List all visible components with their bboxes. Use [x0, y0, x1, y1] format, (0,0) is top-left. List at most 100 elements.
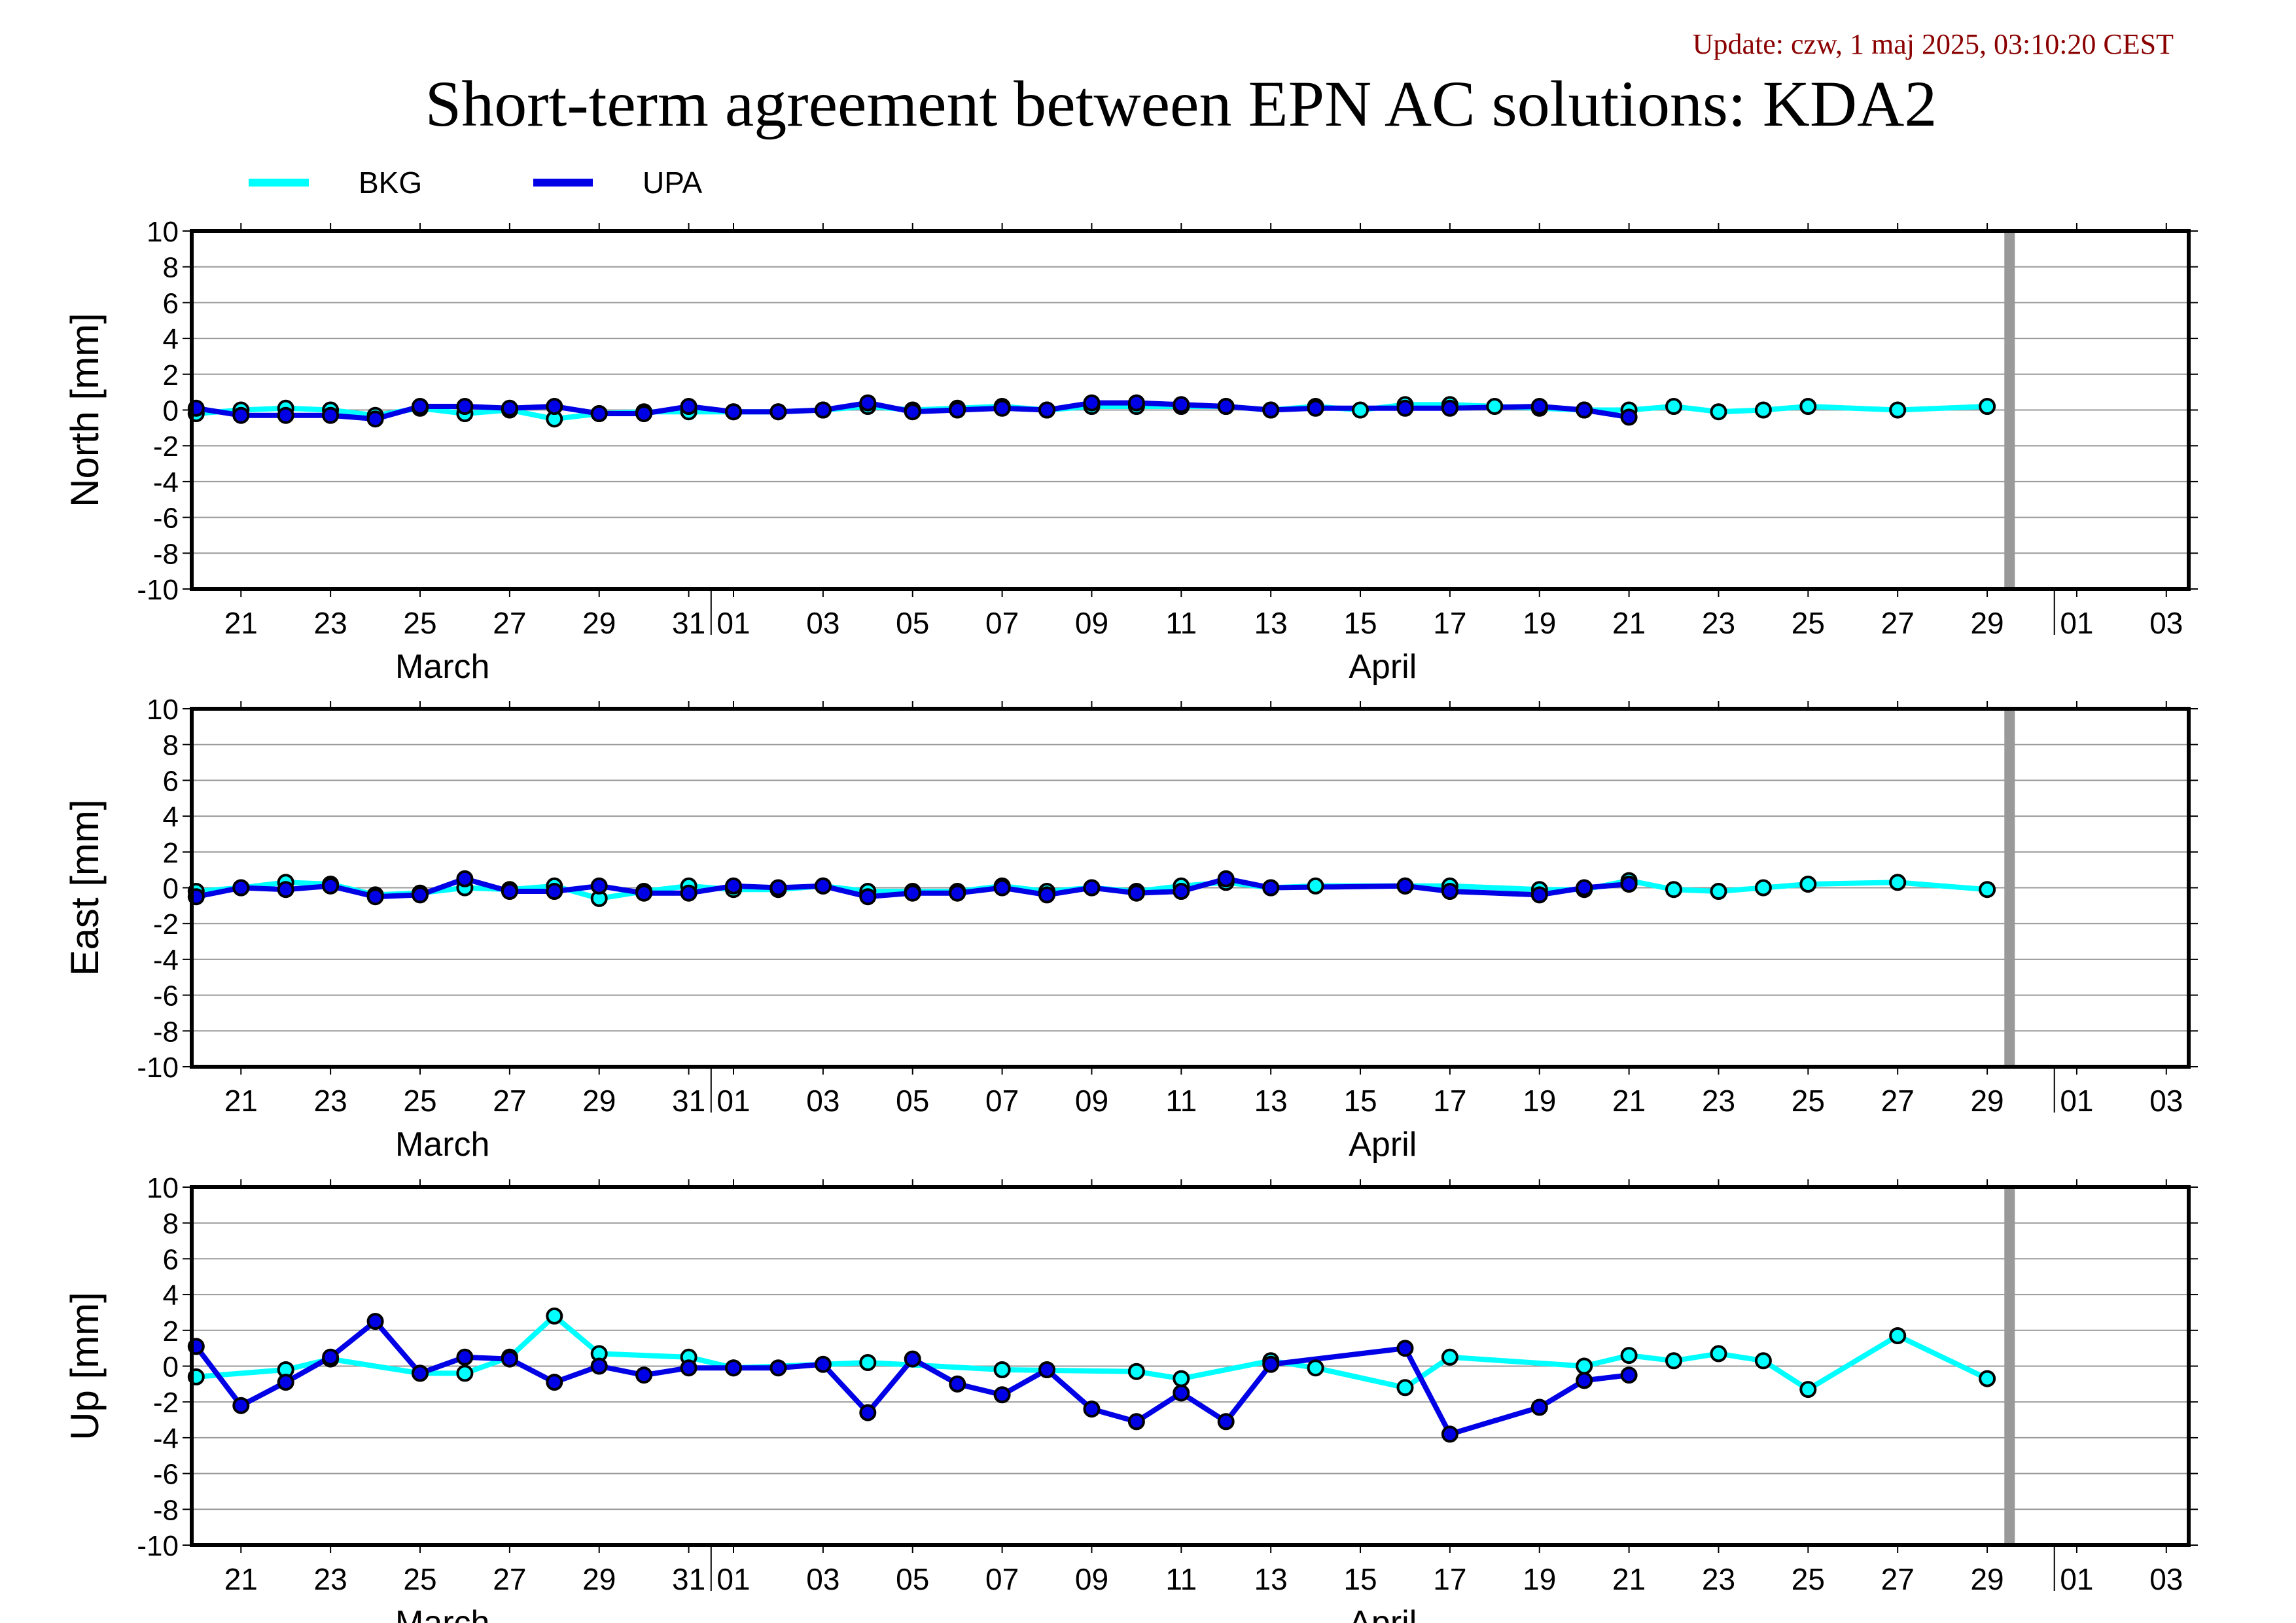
data-point-upa — [949, 884, 966, 902]
data-point-bkg — [1799, 398, 1817, 415]
data-point-upa — [859, 1404, 877, 1421]
panel-east: 10 86 4 2 0-2 -4 -6 -8 -10 East [mm] 21 23 25 27 29 31 0… — [63, 694, 2198, 1164]
data-point-upa — [904, 403, 921, 421]
y-tick-label: -10 — [137, 1530, 179, 1562]
data-point-bkg — [1710, 883, 1727, 900]
update-timestamp: Update: czw, 1 maj 2025, 03:10:20 CEST — [1693, 28, 2174, 60]
data-point-upa — [635, 884, 653, 902]
data-point-upa — [1083, 1400, 1101, 1418]
data-point-upa — [1262, 879, 1280, 897]
data-point-upa — [1083, 394, 1101, 412]
data-point-bkg — [1486, 398, 1504, 415]
data-point-bkg — [1127, 1363, 1145, 1380]
x-tick-label: 01 — [2060, 606, 2093, 640]
data-point-upa — [1262, 1355, 1280, 1373]
data-point-upa — [949, 1375, 966, 1393]
data-point-bkg — [1665, 881, 1682, 899]
data-point-upa — [590, 405, 608, 422]
data-point-upa — [412, 1364, 429, 1382]
x-tick-label: 07 — [985, 1562, 1019, 1596]
data-point-bkg — [546, 1307, 563, 1325]
data-point-upa — [1038, 1361, 1055, 1378]
data-point-upa — [546, 883, 563, 900]
y-tick-label: 2 — [163, 359, 179, 391]
y-tick-label: 4 — [163, 323, 179, 355]
x-tick-label: 09 — [1075, 1562, 1108, 1596]
data-point-bkg — [993, 1361, 1011, 1378]
data-point-upa — [769, 879, 787, 897]
month-label: April — [1349, 1604, 1417, 1623]
x-tick-label: 29 — [1970, 1084, 2004, 1118]
x-tick-label: 19 — [1523, 1084, 1556, 1118]
y-tick-label: -10 — [137, 1052, 179, 1084]
x-tick-label: 07 — [985, 606, 1019, 640]
data-point-upa — [680, 1359, 698, 1377]
y-tick-label: -2 — [153, 1387, 179, 1419]
panel-north: 10 86 4 2 0 -2 -4 -6-8 -10 North [mm] 21 23 25 27 29 31… — [63, 216, 2198, 686]
legend-bkg-label: BKG — [359, 166, 422, 200]
data-point-bkg — [1441, 1348, 1458, 1366]
y-tick-label: 6 — [163, 1243, 179, 1275]
data-point-upa — [904, 884, 921, 902]
x-tick-label: 03 — [806, 1084, 839, 1118]
chart-title: Short-term agreement between EPN AC solu… — [425, 67, 1937, 140]
data-point-upa — [412, 398, 429, 415]
y-axis-label: North [mm] — [63, 313, 107, 507]
y-tick-label: -2 — [153, 431, 179, 463]
data-point-upa — [725, 403, 742, 421]
y-tick-label: -8 — [153, 1016, 179, 1048]
data-point-upa — [1217, 870, 1235, 887]
data-point-bkg — [1889, 1327, 1907, 1344]
x-tick-label: 29 — [582, 606, 616, 640]
x-tick-label: 01 — [716, 1084, 750, 1118]
x-tick-label: 21 — [224, 606, 258, 640]
data-point-upa — [322, 877, 340, 895]
y-tick-label: 2 — [163, 837, 179, 869]
data-point-upa — [1173, 1384, 1190, 1402]
x-tick-label: 27 — [1881, 1084, 1915, 1118]
panel-up: 10 86 4 2 0 -2 -4 -6-8 -10 Up [mm] 21 23 25 27 29 31 01 0… — [63, 1172, 2198, 1623]
month-label: April — [1349, 1126, 1417, 1164]
x-tick-label: 25 — [1792, 1562, 1825, 1596]
data-point-bkg — [1665, 398, 1682, 415]
plot-frame — [190, 229, 2191, 591]
legend: BKG UPA — [249, 166, 702, 200]
data-point-bkg — [1754, 1352, 1772, 1370]
data-point-upa — [456, 398, 474, 415]
x-tick-label: 01 — [2060, 1562, 2093, 1596]
data-point-upa — [1530, 1399, 1548, 1416]
data-point-upa — [904, 1350, 921, 1368]
x-tick-label: 13 — [1254, 1562, 1288, 1596]
data-point-upa — [814, 877, 832, 895]
data-point-upa — [993, 879, 1011, 897]
x-tick-label: 17 — [1433, 1562, 1466, 1596]
x-tick-label: 23 — [314, 1084, 347, 1118]
data-point-upa — [993, 399, 1011, 417]
data-point-upa — [859, 888, 877, 906]
data-point-upa — [232, 1397, 250, 1414]
month-label: March — [395, 1126, 489, 1164]
data-point-upa — [1173, 883, 1190, 900]
data-point-upa — [725, 1359, 742, 1377]
data-point-upa — [1083, 879, 1101, 897]
x-tick-label: 25 — [403, 1084, 436, 1118]
data-point-bkg — [1710, 1345, 1727, 1363]
data-point-upa — [814, 1355, 832, 1373]
data-point-upa — [232, 406, 250, 424]
x-tick-label: 23 — [1702, 606, 1735, 640]
x-tick-label: 15 — [1343, 1084, 1377, 1118]
y-tick-label: -6 — [153, 980, 179, 1012]
x-tick-label: 21 — [1612, 606, 1646, 640]
month-label: April — [1349, 648, 1417, 686]
month-label: March — [395, 1604, 489, 1623]
month-label: March — [395, 648, 489, 686]
data-point-bkg — [1889, 874, 1907, 891]
legend-upa-label: UPA — [643, 166, 702, 200]
x-tick-label: 21 — [1612, 1562, 1646, 1596]
data-point-upa — [1441, 883, 1458, 900]
data-point-bkg — [1307, 1359, 1324, 1377]
data-point-upa — [769, 1359, 787, 1377]
data-point-upa — [949, 401, 966, 419]
